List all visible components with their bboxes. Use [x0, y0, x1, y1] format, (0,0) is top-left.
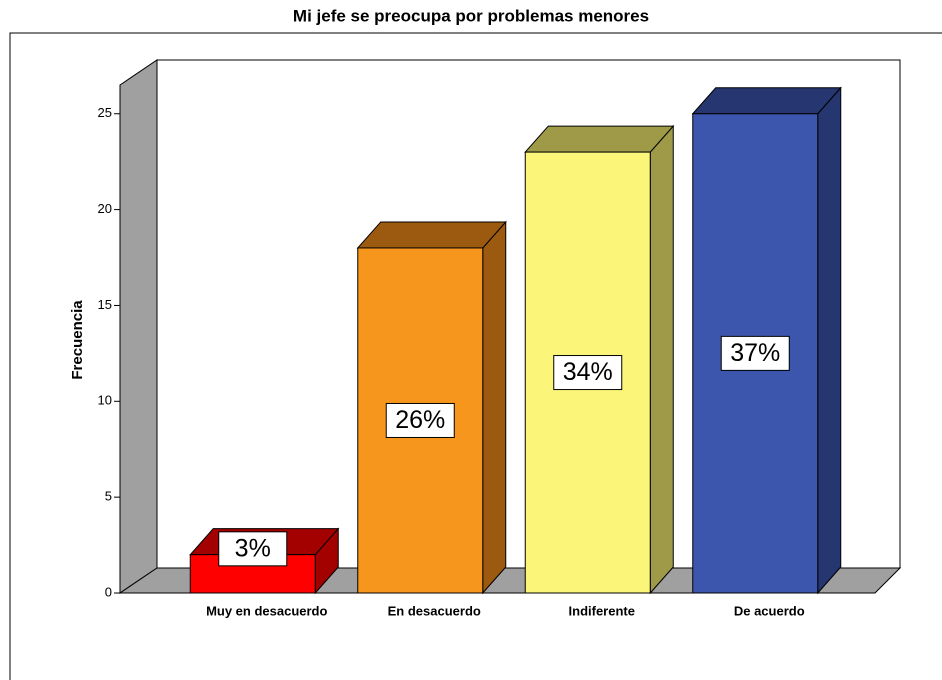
bar-top — [524, 125, 675, 153]
data-label-box — [720, 335, 790, 371]
data-label-box — [553, 355, 623, 391]
bar-top — [691, 87, 842, 115]
y-tick-label: 20 — [98, 201, 112, 216]
x-tick-label: Muy en desacuerdo — [206, 603, 327, 618]
y-tick-label: 0 — [105, 584, 112, 599]
bar-side — [482, 220, 507, 595]
data-label: 34% — [563, 358, 613, 386]
bar-top — [356, 221, 507, 249]
data-label: 37% — [730, 339, 780, 367]
data-label: 26% — [395, 406, 445, 434]
data-label-box — [385, 402, 455, 438]
data-label-box — [218, 531, 288, 567]
bar-side — [817, 86, 842, 595]
x-tick-label: Indiferente — [569, 603, 635, 618]
x-tick-label: En desacuerdo — [388, 603, 481, 618]
y-axis-label: Frecuencia — [69, 300, 86, 380]
y-tick-label: 5 — [105, 489, 112, 504]
bar-side — [649, 124, 674, 595]
y-tick-label: 25 — [98, 105, 112, 120]
y-tick-label: 15 — [98, 297, 112, 312]
x-tick-label: De acuerdo — [734, 603, 805, 618]
chart-title: Mi jefe se preocupa por problemas menore… — [293, 6, 649, 25]
side-wall — [119, 59, 158, 594]
y-tick-label: 10 — [98, 393, 112, 408]
data-label: 3% — [235, 534, 271, 562]
bar — [691, 86, 842, 595]
